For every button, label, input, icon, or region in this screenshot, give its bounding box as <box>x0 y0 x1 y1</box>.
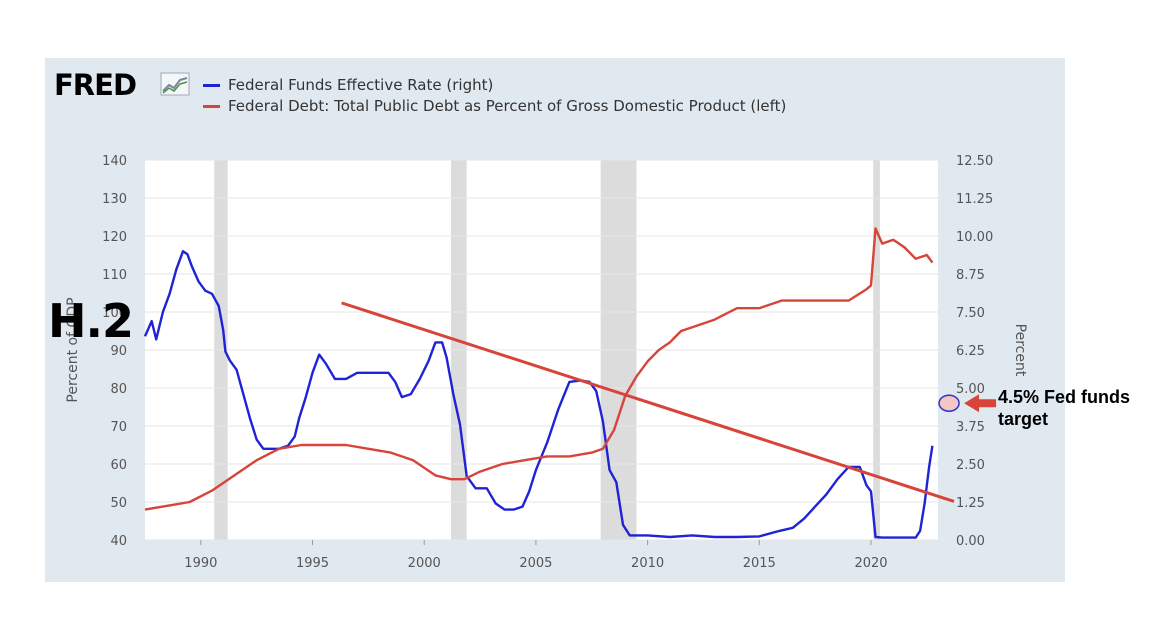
y-right-tick-label: 8.75 <box>956 268 985 283</box>
x-tick-label: 1995 <box>296 556 329 571</box>
legend-label-fed: Federal Funds Effective Rate (right) <box>228 76 494 94</box>
y-axis-label-right: Percent <box>1012 324 1028 377</box>
series-line-fed-funds <box>143 249 934 539</box>
y-left-tick-label: 140 <box>102 154 127 169</box>
arrow-icon <box>964 394 997 413</box>
x-tick-label: 2000 <box>408 556 441 571</box>
x-tick-label: 2015 <box>743 556 776 571</box>
y-left-tick-label: 90 <box>110 344 127 359</box>
x-tick-label: 2020 <box>854 556 887 571</box>
y-left-tick-label: 110 <box>102 268 127 283</box>
y-right-tick-label: 12.50 <box>956 154 993 169</box>
y-left-tick-label: 40 <box>110 534 127 549</box>
fred-logo: FRED <box>54 68 137 102</box>
y-left-tick-label: 50 <box>110 496 127 511</box>
y-right-tick-label: 10.00 <box>956 230 993 245</box>
y-left-tick-label: 70 <box>110 420 127 435</box>
x-tick-label: 2005 <box>519 556 552 571</box>
y-left-tick-label: 120 <box>102 230 127 245</box>
legend-swatch-fed <box>203 83 220 87</box>
x-tick-label: 1990 <box>184 556 217 571</box>
y-right-tick-label: 1.25 <box>956 496 985 511</box>
y-right-tick-label: 11.25 <box>956 192 993 207</box>
fed-target-annotation: 4.5% Fed funds target <box>998 387 1131 429</box>
legend-item-debt: Federal Debt: Total Public Debt as Perce… <box>203 97 786 115</box>
y-right-tick-label: 6.25 <box>956 344 985 359</box>
y-right-tick-label: 5.00 <box>956 382 985 397</box>
y-right-tick-label: 3.75 <box>956 420 985 435</box>
fred-spark-icon <box>160 72 190 96</box>
y-left-tick-label: 130 <box>102 192 127 207</box>
y-right-tick-label: 7.50 <box>956 306 985 321</box>
y-left-tick-label: 100 <box>102 306 127 321</box>
legend-label-debt: Federal Debt: Total Public Debt as Perce… <box>228 97 787 115</box>
legend-swatch-debt <box>203 104 220 108</box>
y-left-tick-label: 80 <box>110 382 127 397</box>
x-tick-label: 2010 <box>631 556 664 571</box>
y-right-tick-label: 0.00 <box>956 534 985 549</box>
trend-line <box>341 301 955 503</box>
heading-annotation: H.2 <box>48 294 134 348</box>
y-left-tick-label: 60 <box>110 458 127 473</box>
series-line-debt-gdp <box>144 227 934 511</box>
target-marker <box>938 394 960 412</box>
y-right-tick-label: 2.50 <box>956 458 985 473</box>
y-axis-label-left: Percent of GDP <box>65 297 81 402</box>
legend-item-fed: Federal Funds Effective Rate (right) <box>203 76 493 94</box>
